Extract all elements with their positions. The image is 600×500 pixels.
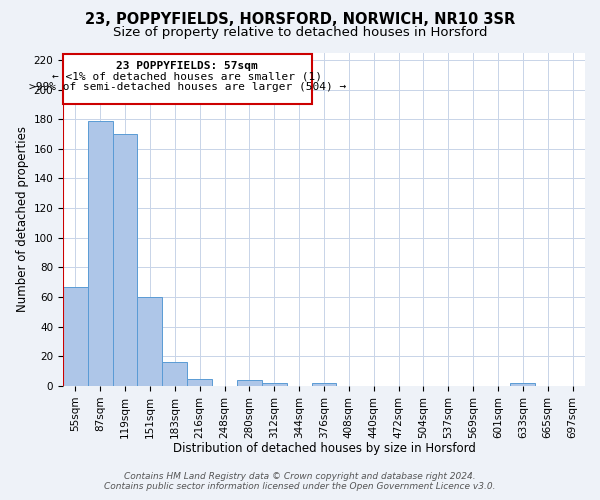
Text: 23, POPPYFIELDS, HORSFORD, NORWICH, NR10 3SR: 23, POPPYFIELDS, HORSFORD, NORWICH, NR10… [85,12,515,28]
Bar [237,380,262,386]
Bar [187,378,212,386]
Bar [511,383,535,386]
Text: Size of property relative to detached houses in Horsford: Size of property relative to detached ho… [113,26,487,39]
Text: 23 POPPYFIELDS: 57sqm: 23 POPPYFIELDS: 57sqm [116,62,258,72]
Text: Contains HM Land Registry data © Crown copyright and database right 2024.
Contai: Contains HM Land Registry data © Crown c… [104,472,496,491]
Bar [311,383,337,386]
Bar [163,362,187,386]
Text: ← <1% of detached houses are smaller (1): ← <1% of detached houses are smaller (1) [52,72,322,82]
Y-axis label: Number of detached properties: Number of detached properties [16,126,29,312]
Text: >99% of semi-detached houses are larger (504) →: >99% of semi-detached houses are larger … [29,82,346,92]
Bar [137,297,163,386]
Bar [63,286,88,386]
Bar [113,134,137,386]
FancyBboxPatch shape [63,54,311,104]
X-axis label: Distribution of detached houses by size in Horsford: Distribution of detached houses by size … [173,442,475,455]
Bar [88,120,113,386]
Bar [262,383,287,386]
